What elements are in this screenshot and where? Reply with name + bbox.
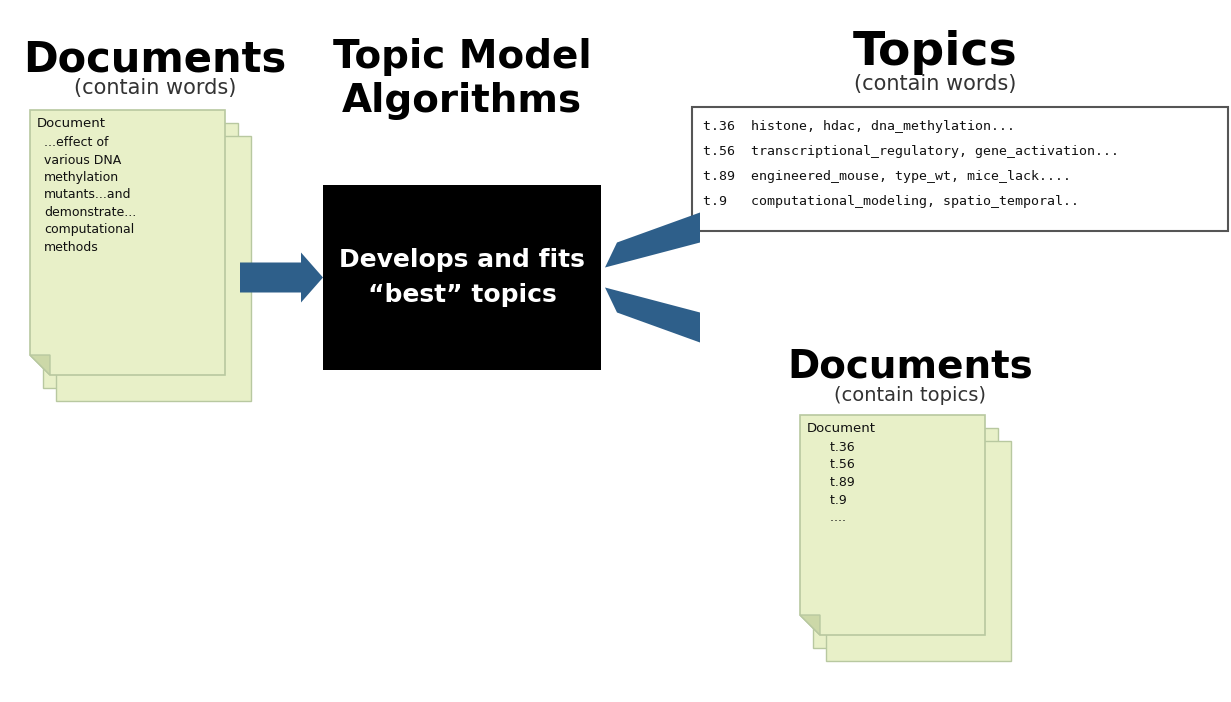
Polygon shape: [30, 110, 225, 375]
Text: Document: Document: [37, 117, 106, 130]
Polygon shape: [800, 615, 820, 635]
Polygon shape: [800, 415, 985, 635]
Text: t.36  histone, hdac, dna_methylation...: t.36 histone, hdac, dna_methylation...: [703, 120, 1016, 133]
FancyBboxPatch shape: [43, 123, 238, 388]
FancyBboxPatch shape: [323, 185, 601, 370]
Text: (contain topics): (contain topics): [833, 386, 986, 405]
Text: Documents: Documents: [787, 348, 1033, 386]
Text: Documents: Documents: [23, 38, 287, 80]
Text: (contain words): (contain words): [74, 78, 236, 98]
Polygon shape: [604, 213, 700, 267]
FancyBboxPatch shape: [55, 136, 251, 401]
Polygon shape: [240, 253, 323, 303]
Text: Topics: Topics: [853, 30, 1017, 75]
Text: ...effect of
various DNA
methylation
mutants...and
demonstrate...
computational
: ...effect of various DNA methylation mut…: [44, 136, 137, 254]
Text: Document: Document: [808, 422, 876, 435]
FancyBboxPatch shape: [692, 107, 1229, 231]
FancyBboxPatch shape: [826, 441, 1011, 661]
Text: (contain words): (contain words): [854, 74, 1016, 94]
Polygon shape: [604, 288, 700, 343]
Text: t.56  transcriptional_regulatory, gene_activation...: t.56 transcriptional_regulatory, gene_ac…: [703, 145, 1119, 158]
Polygon shape: [30, 355, 50, 375]
FancyBboxPatch shape: [812, 428, 998, 648]
Text: t.89  engineered_mouse, type_wt, mice_lack....: t.89 engineered_mouse, type_wt, mice_lac…: [703, 170, 1071, 183]
Text: t.36
    t.56
    t.89
    t.9
    ....: t.36 t.56 t.89 t.9 ....: [814, 441, 854, 524]
Text: Algorithms: Algorithms: [342, 82, 582, 120]
Text: Topic Model: Topic Model: [332, 38, 591, 76]
Text: Develops and fits
“best” topics: Develops and fits “best” topics: [339, 249, 585, 307]
Text: t.9   computational_modeling, spatio_temporal..: t.9 computational_modeling, spatio_tempo…: [703, 195, 1080, 208]
